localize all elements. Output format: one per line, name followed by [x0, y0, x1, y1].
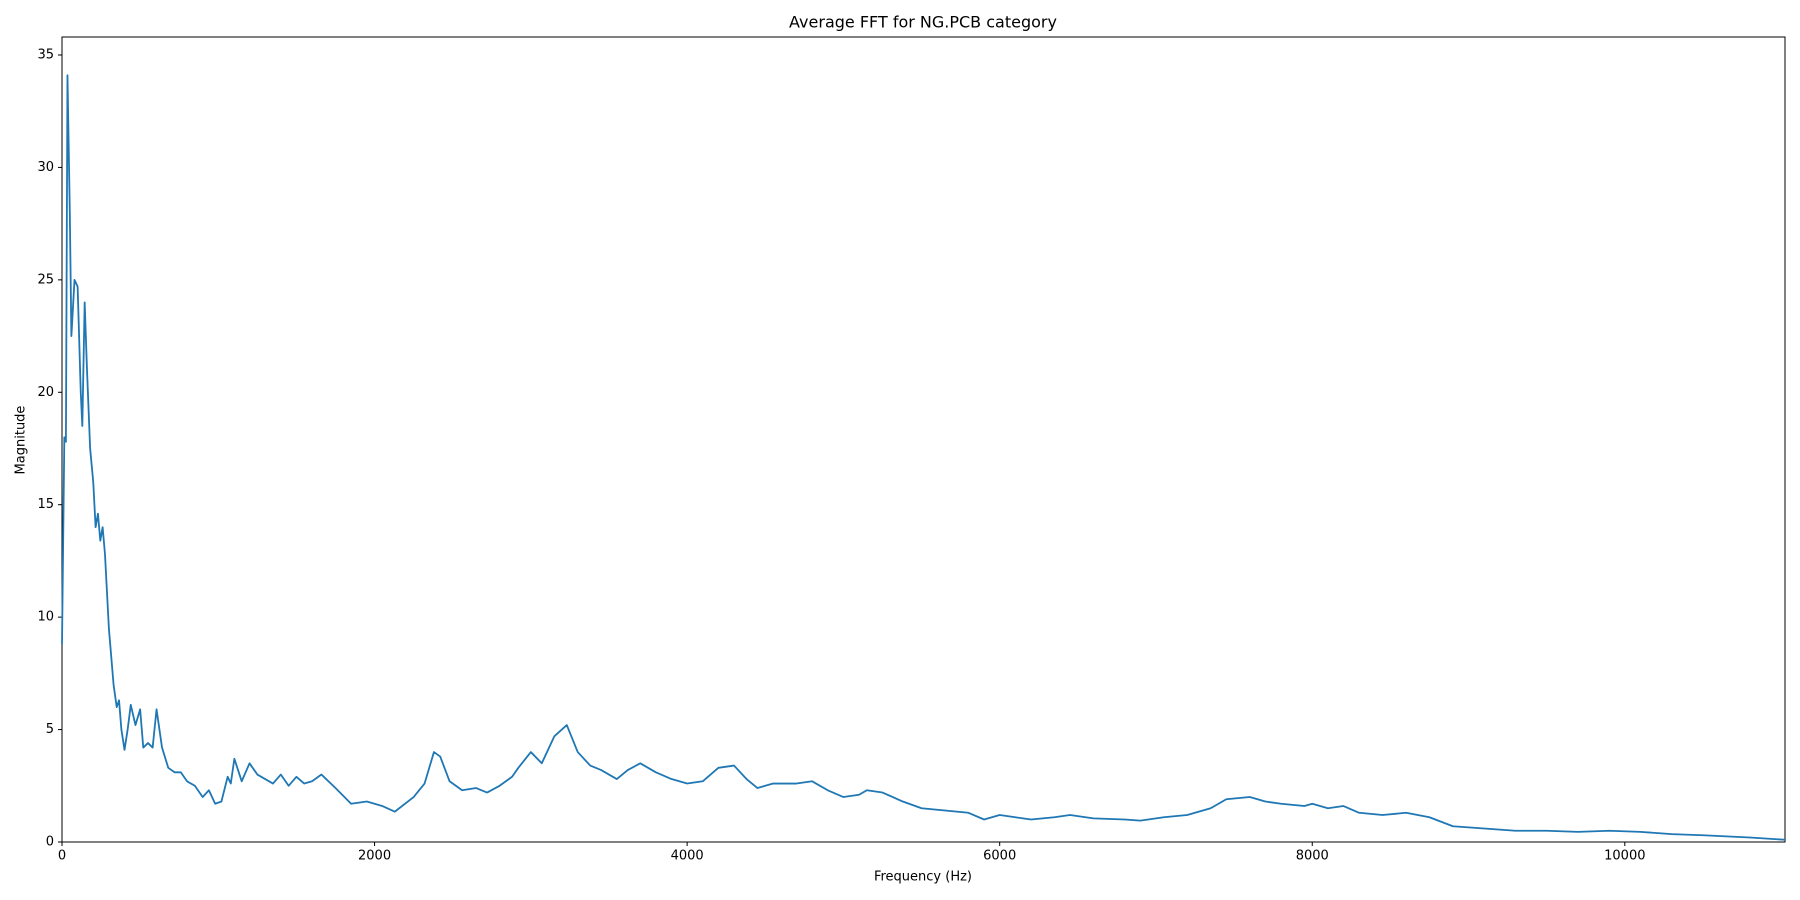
y-tick-label: 15 — [37, 497, 54, 512]
x-tick-label: 10000 — [1604, 849, 1645, 864]
y-tick-label: 25 — [37, 272, 54, 287]
y-tick-label: 35 — [37, 47, 54, 62]
y-tick-label: 30 — [37, 160, 54, 175]
data-line — [61, 74, 1786, 841]
y-tick-label: 10 — [37, 610, 54, 625]
x-tick-label: 6000 — [983, 849, 1016, 864]
chart-title: Average FFT for NG.PCB category — [789, 13, 1057, 32]
y-tick-label: 0 — [46, 835, 54, 850]
y-axis-label: Magnitude — [14, 406, 29, 475]
plot-frame — [61, 36, 1786, 843]
x-tick-label: 2000 — [358, 849, 391, 864]
x-tick-label: 0 — [58, 849, 66, 864]
x-axis-label: Frequency (Hz) — [874, 870, 972, 885]
y-tick-label: 20 — [37, 385, 54, 400]
x-tick-label: 4000 — [671, 849, 704, 864]
x-tick-label: 8000 — [1296, 849, 1329, 864]
y-tick-label: 5 — [46, 722, 54, 737]
